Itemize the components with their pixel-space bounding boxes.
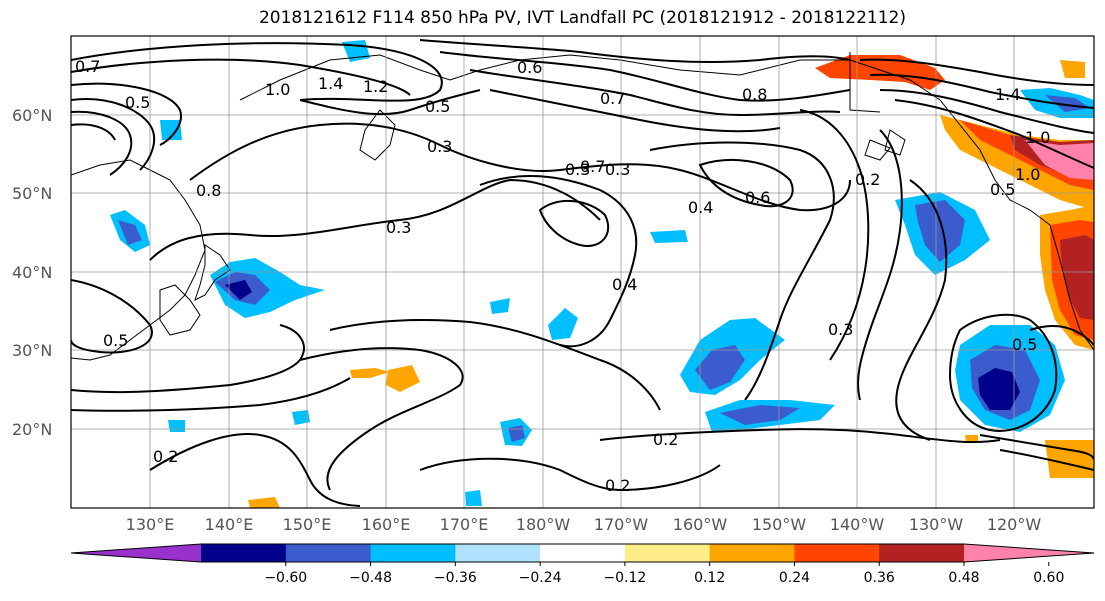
colorbar-tick-label: −0.36 [434,570,477,586]
colorbar-segment [370,544,456,562]
contour-label: 0.4 [612,275,637,294]
colorbar-segment [201,544,287,562]
map-frame [70,35,1095,509]
contour-label: 1.2 [363,77,388,96]
contour-label: 0.8 [742,85,767,104]
contour-label: 0.6 [517,58,542,77]
shaded-fields [110,40,1094,508]
contour-label: 0.3 [427,137,452,156]
contour-label: 0.7 [600,89,625,108]
lon-label: 120°W [987,515,1042,534]
contour-label: 1.4 [995,85,1020,104]
lon-label: 130°E [126,515,175,534]
lon-label: 140°E [205,515,254,534]
lon-label: 160°E [362,515,411,534]
colorbar-segment [624,544,711,562]
colorbar-segment [285,544,372,562]
colorbar-tick-label: −0.48 [349,570,392,586]
colorbar-tick-label: −0.12 [603,570,646,586]
contour-label: 0.5 [103,331,128,350]
lon-label: 160°W [673,515,728,534]
contour-label-group: 0.7 1.4 1.2 1.0 0.5 0.8 0.6 0.7 0.5 0.3 … [75,57,1050,495]
contour-label: 1.4 [318,74,343,93]
contour-label: 0.5 [425,97,450,116]
colorbar-tick-label: −0.24 [519,570,562,586]
lat-label: 40°N [12,263,52,282]
colorbar-outline [70,543,1095,563]
lon-label: 130°W [909,515,964,534]
colorbar-extend-high [964,544,1094,562]
lon-label: 150°E [283,515,332,534]
contour-label: 0.2 [653,430,678,449]
lat-label: 30°N [12,341,52,360]
lon-label: 170°W [594,515,649,534]
contour-label: 0.2 [153,447,178,466]
contour-label: 1.0 [1025,128,1050,147]
lon-label: 180°W [516,515,571,534]
gridlines [71,36,1094,508]
colorbar-tick-label: 0.12 [694,570,725,586]
colorbar-segment [540,544,626,562]
colorbar-segment [879,544,965,562]
contour-label: 0.7 [580,157,605,176]
lat-label: 50°N [12,184,52,203]
colorbar-segment [709,544,795,562]
contour-label: 0.2 [855,170,880,189]
contour-label: 0.2 [605,476,630,495]
latitude-labels: 60°N 50°N 40°N 30°N 20°N [12,106,52,439]
lon-label: 140°W [830,515,885,534]
colorbar-tick-label: 0.48 [948,570,979,586]
contour-label: 0.5 [990,180,1015,199]
contour-label: 0.5 [1012,335,1037,354]
colorbar-tick-label: 0.36 [864,570,895,586]
contour-label: 0.3 [605,160,630,179]
map-title: 2018121612 F114 850 hPa PV, IVT Landfall… [258,8,906,28]
contour-label: 0.6 [745,188,770,207]
colorbar-extend-low [71,544,201,562]
lon-label: 170°E [440,515,489,534]
colorbar-tick-label: 0.60 [1033,570,1064,586]
lat-label: 20°N [12,420,52,439]
colorbar-tick-label: −0.60 [264,570,307,586]
lat-label: 60°N [12,106,52,125]
longitude-labels: 130°E 140°E 150°E 160°E 170°E 180°W 170°… [126,515,1042,534]
contour-label: 0.5 [125,93,150,112]
colorbar-tick-label: 0.24 [779,570,810,586]
contour-label: 0.7 [75,57,100,76]
pv-contours [71,39,1094,507]
contour-label: 0.8 [196,181,221,200]
contour-label: 0.3 [565,160,590,179]
contour-label: 0.3 [386,218,411,237]
colorbar-segment [455,544,541,562]
contour-label: 0.3 [828,320,853,339]
colorbar: −0.60 −0.48 −0.36 −0.24 −0.12 0.12 0.24 0.36 0.4… [70,543,1095,586]
colorbar-segment [794,544,880,562]
contour-label: 0.4 [688,198,713,217]
contour-label: 1.0 [265,80,290,99]
contour-label: 1.0 [1015,165,1040,184]
lon-label: 150°W [752,515,807,534]
